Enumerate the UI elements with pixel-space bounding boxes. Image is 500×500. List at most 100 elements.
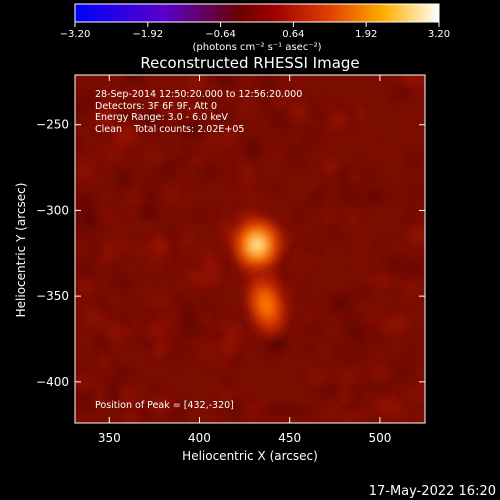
residual-blob — [84, 90, 99, 106]
residual-blob — [201, 169, 219, 179]
residual-blob — [408, 261, 423, 275]
residual-blob — [135, 242, 148, 256]
residual-blob — [237, 157, 253, 168]
residual-blob — [75, 359, 91, 372]
residual-blob — [233, 125, 243, 134]
residual-blob — [75, 131, 90, 147]
residual-blob — [301, 346, 313, 355]
residual-blob — [96, 105, 107, 121]
residual-blob — [140, 187, 156, 203]
residual-blob — [77, 161, 94, 178]
residual-blob — [77, 192, 93, 211]
y-axis-ticks: −250 −300 −350 −400 — [36, 118, 425, 389]
colorbar — [74, 3, 440, 23]
residual-blob — [253, 399, 266, 408]
chart-title: Reconstructed RHESSI Image — [140, 54, 359, 72]
residual-blob — [116, 124, 131, 140]
residual-blob — [160, 286, 170, 295]
residual-blob — [77, 375, 88, 392]
residual-blob — [331, 388, 341, 399]
residual-blob — [224, 323, 242, 342]
residual-blob — [372, 376, 387, 389]
residual-blob — [405, 282, 423, 298]
residual-blob — [217, 337, 236, 356]
residual-blob — [139, 336, 154, 349]
residual-blob — [361, 172, 377, 181]
residual-blob — [238, 169, 254, 185]
residual-blob — [94, 145, 105, 159]
residual-blob — [76, 263, 95, 280]
residual-blob — [298, 288, 306, 297]
residual-blob — [300, 244, 314, 257]
residual-blob — [112, 136, 121, 146]
x-axis-ticks: 350 400 450 500 — [98, 75, 391, 445]
residual-blob — [386, 257, 404, 272]
colorbar-ticks: −3.20 −1.92 −0.64 0.64 1.92 3.20 — [60, 22, 450, 40]
residual-blob — [220, 221, 237, 241]
residual-blob — [182, 234, 196, 245]
residual-blob — [166, 186, 179, 204]
residual-blob — [382, 319, 403, 333]
residual-blob — [199, 313, 213, 321]
residual-blob — [399, 207, 412, 219]
residual-blob — [147, 145, 164, 162]
residual-blob — [346, 217, 361, 225]
residual-blob — [198, 254, 213, 265]
residual-blob — [408, 227, 425, 244]
residual-blob — [271, 272, 280, 289]
residual-blob — [203, 86, 213, 104]
flare-sources — [233, 218, 285, 336]
residual-blob — [315, 139, 325, 148]
residual-blob — [271, 181, 282, 191]
residual-blob — [260, 75, 275, 88]
residual-blob — [267, 333, 285, 351]
residual-blob — [376, 273, 389, 287]
energy-range-info: Energy Range: 3.0 - 6.0 keV — [95, 112, 228, 123]
residual-blob — [400, 122, 409, 133]
residual-blob — [196, 97, 205, 107]
residual-blob — [151, 173, 160, 183]
residual-blob — [207, 137, 221, 148]
residual-blob — [226, 377, 235, 387]
residual-blob — [77, 404, 88, 414]
residual-blob — [372, 367, 386, 380]
residual-blob — [204, 262, 221, 284]
residual-blob — [341, 188, 356, 202]
residual-blob — [167, 252, 177, 262]
residual-blob — [151, 382, 162, 394]
residual-blob — [113, 366, 131, 380]
x-tick-label: 350 — [98, 431, 121, 445]
residual-blob — [395, 361, 410, 381]
residual-blob — [225, 127, 235, 146]
residual-blob — [301, 123, 310, 134]
residual-blob — [162, 161, 174, 177]
y-tick-label: −250 — [36, 118, 69, 132]
residual-blob — [306, 320, 320, 333]
residual-blob — [410, 75, 425, 87]
residual-blob — [241, 100, 253, 115]
colorbar-tick-label: −1.92 — [132, 29, 163, 40]
residual-blob — [221, 206, 232, 214]
residual-blob — [349, 384, 360, 403]
residual-blob — [102, 99, 117, 113]
colorbar-tick-label: 0.64 — [282, 29, 304, 40]
residual-blob — [364, 189, 385, 203]
residual-blob — [359, 286, 369, 296]
residual-blob — [262, 100, 272, 112]
residual-blob — [354, 109, 367, 119]
residual-blob — [369, 313, 378, 325]
residual-blob — [326, 407, 339, 423]
y-tick-label: −400 — [36, 375, 69, 389]
residual-blob — [105, 323, 127, 339]
residual-blob — [124, 413, 138, 423]
residual-blob — [156, 143, 167, 151]
residual-blob — [149, 297, 171, 306]
residual-blob — [157, 333, 166, 342]
residual-blob — [172, 410, 184, 423]
residual-blob — [150, 398, 168, 413]
residual-blob — [126, 75, 141, 87]
residual-blob — [100, 249, 113, 263]
residual-blob — [349, 329, 368, 343]
residual-blob — [201, 161, 211, 171]
residual-blob — [392, 86, 407, 99]
